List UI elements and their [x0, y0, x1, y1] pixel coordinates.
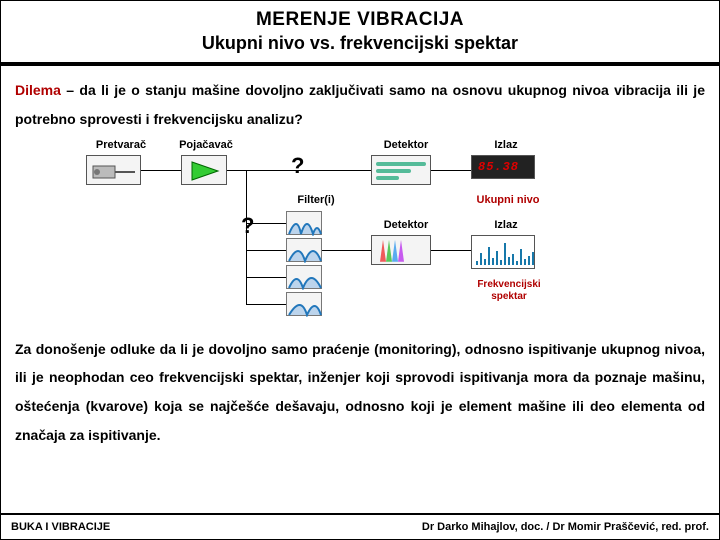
label-izlaz-2: Izlaz [481, 219, 531, 231]
filter-3 [286, 265, 322, 289]
footer-right: Dr Darko Mihajlov, doc. / Dr Momir Prašč… [422, 521, 709, 533]
para1-text: – da li je o stanju mašine dovoljno zakl… [15, 82, 705, 127]
footer: BUKA I VIBRACIJE Dr Darko Mihajlov, doc.… [1, 513, 719, 539]
slide: MERENJE VIBRACIJA Ukupni nivo vs. frekve… [0, 0, 720, 540]
node-pretvarac [86, 155, 141, 185]
dilema-word: Dilema [15, 82, 61, 98]
question-mark-2: ? [241, 213, 254, 239]
sensor-icon [87, 156, 142, 186]
signal-chain-diagram: Pretvarač Pojačavač Detektor Izlaz ? 85.… [31, 139, 689, 329]
node-spectrum [471, 235, 535, 269]
filter-1 [286, 211, 322, 235]
title-line-2: Ukupni nivo vs. frekvencijski spektar [1, 33, 719, 54]
label-detektor-1: Detektor [376, 139, 436, 151]
label-pretvarac: Pretvarač [86, 139, 156, 151]
divider [1, 62, 719, 66]
node-pojacavac [181, 155, 227, 185]
node-detektor-2 [371, 235, 431, 265]
filter-4 [286, 292, 322, 316]
title-line-1: MERENJE VIBRACIJA [1, 9, 719, 31]
node-izlaz-display: 85.38 [471, 155, 535, 179]
filter-2 [286, 238, 322, 262]
amplifier-icon [182, 156, 228, 186]
header: MERENJE VIBRACIJA Ukupni nivo vs. frekve… [1, 1, 719, 60]
label-ukupni-nivo: Ukupni nivo [463, 194, 553, 206]
node-detektor-1 [371, 155, 431, 185]
label-frekv-spektar: Frekvencijski spektar [461, 279, 557, 303]
label-pojacavac: Pojačavač [171, 139, 241, 151]
display-value: 85.38 [478, 160, 519, 174]
paragraph-1: Dilema – da li je o stanju mašine dovolj… [1, 76, 719, 135]
label-izlaz-1: Izlaz [481, 139, 531, 151]
label-filter: Filter(i) [291, 194, 341, 206]
paragraph-2: Za donošenje odluke da li je dovoljno sa… [1, 335, 719, 450]
footer-left: BUKA I VIBRACIJE [11, 521, 110, 533]
question-mark-1: ? [291, 153, 304, 179]
label-detektor-2: Detektor [376, 219, 436, 231]
